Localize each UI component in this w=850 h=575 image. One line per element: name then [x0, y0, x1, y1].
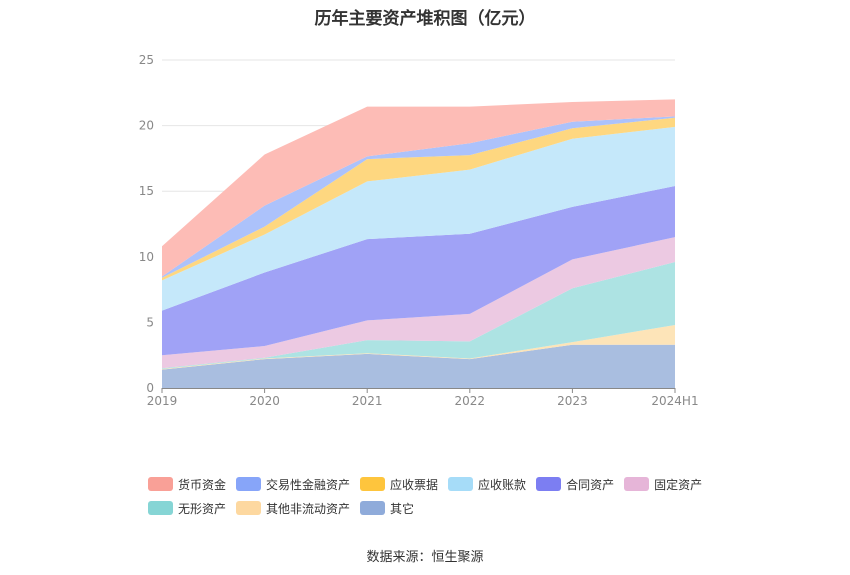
- legend-item-trading-financial-assets[interactable]: 交易性金融资产: [236, 476, 350, 493]
- legend-swatch-fixed-assets: [624, 477, 650, 491]
- legend-label-contract-assets: 合同资产: [566, 477, 615, 492]
- legend-label-accounts-receivable: 应收账款: [478, 477, 527, 492]
- area-series-3: [162, 237, 675, 369]
- x-tick-label-2021: 2021: [352, 394, 383, 408]
- legend-swatch-accounts-receivable: [448, 477, 474, 491]
- legend-label-trading-financial-assets: 交易性金融资产: [266, 477, 351, 492]
- legend-item-cash[interactable]: 货币资金: [148, 476, 226, 493]
- legend-item-accounts-receivable[interactable]: 应收账款: [448, 476, 526, 493]
- y-tick-label-20: 20: [139, 119, 154, 133]
- legend-swatch-contract-assets: [536, 477, 562, 491]
- legend-label-intangible-assets: 无形资产: [178, 501, 227, 516]
- legend-item-fixed-assets[interactable]: 固定资产: [624, 476, 702, 493]
- x-tick-label-2023: 2023: [557, 394, 588, 408]
- x-tick-label-2024H1: 2024H1: [651, 394, 698, 408]
- legend-item-other[interactable]: 其它: [360, 500, 414, 517]
- legend-item-notes-receivable[interactable]: 应收票据: [360, 476, 438, 493]
- area-series-0: [162, 344, 675, 388]
- legend-label-fixed-assets: 固定资产: [654, 477, 703, 492]
- legend-swatch-other: [360, 501, 386, 515]
- x-tick-label-2022: 2022: [455, 394, 486, 408]
- legend-row-1: 货币资金 交易性金融资产 应收票据 应收账款 合同资产 固定资产: [148, 472, 748, 496]
- legend-item-contract-assets[interactable]: 合同资产: [536, 476, 614, 493]
- legend-row-2: 无形资产 其他非流动资产 其它: [148, 496, 748, 520]
- y-tick-label-25: 25: [139, 53, 154, 67]
- legend-label-other-noncurrent-assets: 其他非流动资产: [266, 501, 351, 516]
- area-series-8: [162, 99, 675, 277]
- stacked-area-chart: 0 5 10 15 20 25 2019 2020 2021 2022 2023 2024H1: [139, 53, 699, 408]
- legend-swatch-notes-receivable: [360, 477, 386, 491]
- x-tick-label-2019: 2019: [147, 394, 178, 408]
- legend-label-cash: 货币资金: [178, 477, 227, 492]
- legend-label-other: 其它: [390, 501, 415, 516]
- legend-label-notes-receivable: 应收票据: [390, 477, 439, 492]
- legend: 货币资金 交易性金融资产 应收票据 应收账款 合同资产 固定资产 无形资产: [148, 472, 748, 520]
- area-series-4: [162, 186, 675, 356]
- chart-title: 历年主要资产堆积图（亿元）: [314, 9, 536, 29]
- x-tick-label-2020: 2020: [249, 394, 280, 408]
- legend-item-intangible-assets[interactable]: 无形资产: [148, 500, 226, 517]
- y-tick-label-0: 0: [146, 381, 154, 395]
- legend-item-other-noncurrent-assets[interactable]: 其他非流动资产: [236, 500, 350, 517]
- legend-swatch-cash: [148, 477, 173, 491]
- area-series-5: [162, 126, 675, 311]
- legend-swatch-trading-financial-assets: [236, 477, 262, 491]
- area-series-2: [162, 262, 675, 369]
- y-tick-label-10: 10: [139, 250, 154, 264]
- y-tick-label-5: 5: [146, 315, 154, 329]
- legend-swatch-other-noncurrent-assets: [236, 501, 262, 515]
- data-source-note: 数据来源：恒生聚源: [366, 550, 484, 565]
- y-tick-label-15: 15: [139, 184, 154, 198]
- legend-swatch-intangible-assets: [148, 501, 173, 515]
